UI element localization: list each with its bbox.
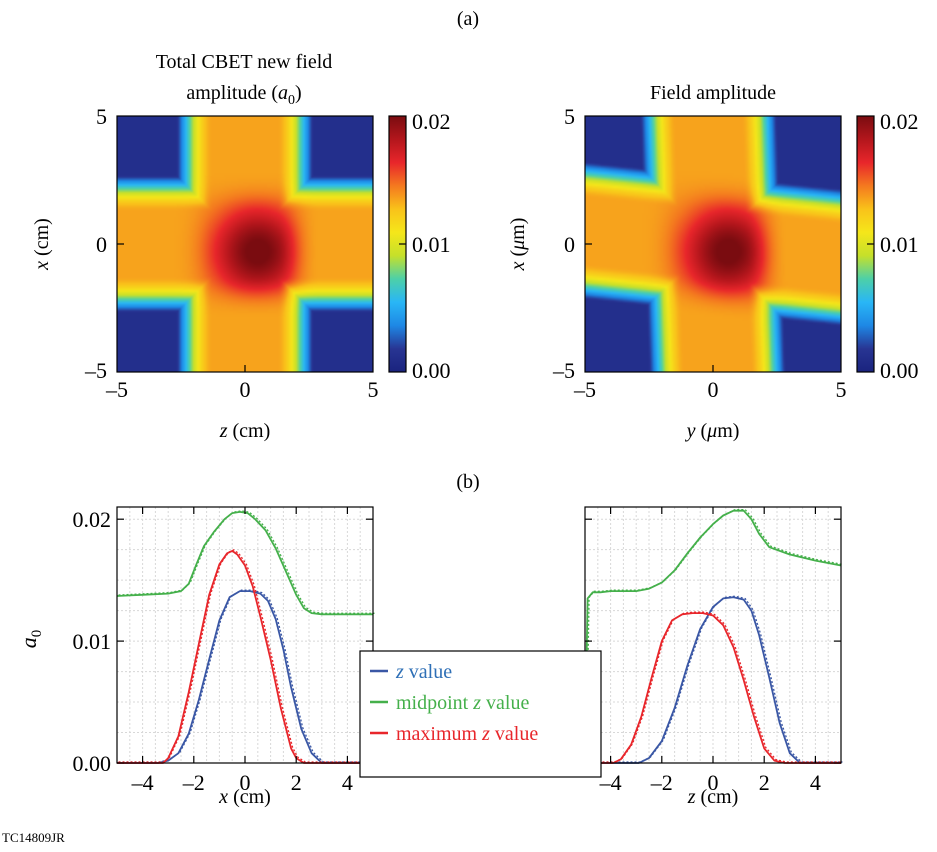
- xtick-label: 2: [759, 770, 770, 795]
- heatmap-left-image: [117, 116, 373, 372]
- xtick-label: –2: [182, 770, 205, 795]
- series-line-dotted-green: [585, 509, 843, 750]
- legend-box: [359, 650, 602, 778]
- series-line-dotted-green: [118, 510, 375, 614]
- series-line-dotted-blue: [118, 589, 375, 763]
- xtick-label: 0: [240, 770, 251, 795]
- heatmap-left-xlabel: z (cm): [219, 420, 271, 442]
- heatmap-right-image: [585, 116, 841, 372]
- line-plot-left-ylabel: a0: [16, 630, 45, 649]
- line-plot-left-xlabel: x (cm): [218, 786, 271, 808]
- part-a-label: (a): [457, 8, 479, 30]
- line-plot-left-series: [116, 510, 375, 764]
- colorbar-left-tick-label: 0.01: [412, 232, 451, 257]
- colorbar-right-tick-label: 0.00: [880, 358, 919, 383]
- line-plot-left-grid: [116, 507, 374, 764]
- xtick-label: 4: [810, 770, 821, 795]
- heatmap-left-xtick-label: 0: [240, 377, 251, 402]
- line-plot-right-xlabel: z (cm): [687, 786, 739, 808]
- xtick-label: 0: [708, 770, 719, 795]
- colorbar-left-tick-label: 0.00: [412, 358, 451, 383]
- heatmap-right-ytick-label: 0: [564, 232, 575, 257]
- legend-label-midpoint: midpoint z value: [396, 692, 529, 714]
- legend-label-maximum: maximum z value: [396, 723, 538, 745]
- colorbar-left-tick-label: 0.02: [412, 109, 451, 134]
- colorbar-right: [857, 116, 874, 372]
- heatmap-left-ytick-label: 0: [96, 232, 107, 257]
- part-b-label: (b): [456, 471, 479, 493]
- series-line-blue: [585, 596, 841, 764]
- series-line-red: [117, 550, 373, 764]
- heatmap-right-ylabel: x (μm): [507, 218, 529, 272]
- series-line-green: [116, 510, 373, 616]
- series-line-dotted-red: [118, 549, 375, 763]
- series-line-blue: [117, 590, 373, 764]
- heatmap-left-xtick-label: 5: [368, 377, 379, 402]
- series-line-red: [585, 612, 841, 764]
- ytick-label: 0.01: [73, 629, 112, 654]
- heatmap-right-xtick-label: –5: [573, 377, 596, 402]
- xtick-label: –2: [650, 770, 673, 795]
- heatmap-left-title-line2: amplitude (a0): [186, 82, 301, 108]
- line-plot-right-series: [584, 509, 843, 764]
- line-plot-left-ticks: –4 –2 0 2 4 0.00 0.01 0.02: [73, 507, 373, 795]
- xtick-label: 2: [291, 770, 302, 795]
- heatmap-right-xtick-label: 5: [836, 377, 847, 402]
- line-plot-left: –4 –2 0 2 4 0.00 0.01 0.02 x (cm) a0: [16, 506, 375, 808]
- figure-id: TC14809JR: [2, 830, 65, 845]
- heatmap-right: Field amplitude 5 0 –5 –5 0 5 y (μm) x (…: [507, 82, 919, 442]
- ytick-label: 0.00: [73, 751, 112, 776]
- colorbar-right-tick-label: 0.01: [880, 232, 919, 257]
- colorbar-left: [389, 116, 406, 372]
- heatmap-left-ytick-label: 5: [96, 104, 107, 129]
- line-plot-right-grid: [584, 507, 842, 764]
- legend-label-z-value: z value: [395, 661, 452, 683]
- series-line-dotted-red: [586, 611, 843, 763]
- xtick-label: 4: [342, 770, 353, 795]
- legend: z value midpoint z value maximum z value: [359, 650, 602, 778]
- line-plot-right: –4 –2 0 2 4 z (cm): [584, 506, 843, 808]
- heatmap-right-ytick-label: –5: [552, 358, 575, 383]
- series-line-dotted-blue: [586, 595, 843, 763]
- heatmap-right-xtick-label: 0: [708, 377, 719, 402]
- series-line-green: [584, 509, 842, 751]
- colorbar-right-tick-label: 0.02: [880, 109, 919, 134]
- heatmap-left-ylabel: x (cm): [31, 218, 53, 271]
- heatmap-left-title-line1: Total CBET new field: [156, 51, 333, 73]
- heatmap-right-ytick-label: 5: [564, 104, 575, 129]
- heatmap-right-xlabel: y (μm): [685, 420, 740, 442]
- heatmap-left: Total CBET new field amplitude (a0) 5 0 …: [31, 51, 451, 442]
- heatmap-left-xtick-label: –5: [105, 377, 128, 402]
- heatmap-left-ytick-label: –5: [84, 358, 107, 383]
- line-plot-right-ticks: –4 –2 0 2 4: [585, 507, 841, 795]
- ytick-label: 0.02: [73, 507, 112, 532]
- xtick-label: –4: [131, 770, 154, 795]
- heatmap-right-title: Field amplitude: [650, 82, 776, 104]
- xtick-label: –4: [599, 770, 622, 795]
